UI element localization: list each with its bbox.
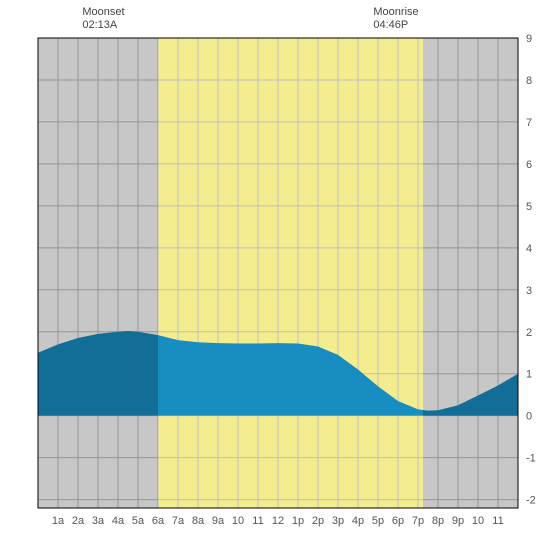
x-tick-label: 10 (232, 515, 244, 527)
x-tick-label: 8a (192, 515, 205, 527)
x-tick-label: 4p (352, 515, 364, 527)
y-tick-label: 3 (526, 285, 532, 297)
chart-svg: -2-101234567891a2a3a4a5a6a7a8a9a1011121p… (0, 0, 550, 550)
x-tick-label: 5a (132, 515, 145, 527)
y-tick-label: -1 (526, 453, 536, 465)
x-tick-label: 1a (52, 515, 65, 527)
x-tick-label: 2a (72, 515, 85, 527)
x-tick-label: 6p (392, 515, 404, 527)
x-tick-label: 4a (112, 515, 125, 527)
x-tick-label: 11 (492, 515, 503, 527)
y-tick-label: -2 (526, 495, 536, 507)
y-tick-label: 0 (526, 411, 532, 423)
event-time: 02:13A (82, 19, 124, 32)
x-tick-label: 3a (92, 515, 105, 527)
y-tick-label: 2 (526, 327, 532, 339)
night-overlay (38, 38, 158, 508)
y-tick-label: 6 (526, 159, 532, 171)
x-tick-label: 7p (412, 515, 424, 527)
moonrise-label: Moonrise04:46P (373, 6, 418, 32)
x-tick-label: 11 (252, 515, 263, 527)
x-tick-label: 5p (372, 515, 384, 527)
event-title: Moonset (82, 6, 124, 19)
x-tick-label: 3p (332, 515, 344, 527)
event-title: Moonrise (373, 6, 418, 19)
x-tick-label: 12 (272, 515, 284, 527)
x-tick-label: 6a (152, 515, 165, 527)
x-tick-label: 9a (212, 515, 225, 527)
event-time: 04:46P (373, 19, 418, 32)
x-tick-label: 1p (292, 515, 304, 527)
x-tick-label: 7a (172, 515, 185, 527)
y-tick-label: 8 (526, 75, 532, 87)
x-tick-label: 2p (312, 515, 324, 527)
x-axis-labels: 1a 2a 3a 4a 5a 6a 7a 8a 9a 10 11 12 1p 2p 3p 4p 5p 6p 7p 8p… (52, 515, 504, 527)
y-axis-labels: -2 -1 0 1 2 3 4 5 6 7 8 9 (526, 33, 536, 507)
night-overlay (423, 38, 518, 508)
x-tick-label: 9p (452, 515, 464, 527)
y-tick-label: 1 (526, 369, 532, 381)
y-tick-label: 4 (526, 243, 532, 255)
y-tick-label: 5 (526, 201, 532, 213)
x-tick-label: 8p (432, 515, 444, 527)
x-tick-label: 10 (472, 515, 484, 527)
tide-chart: -2-101234567891a2a3a4a5a6a7a8a9a1011121p… (0, 0, 550, 550)
moonset-label: Moonset02:13A (82, 6, 124, 32)
y-tick-label: 9 (526, 33, 532, 45)
y-tick-label: 7 (526, 117, 532, 129)
